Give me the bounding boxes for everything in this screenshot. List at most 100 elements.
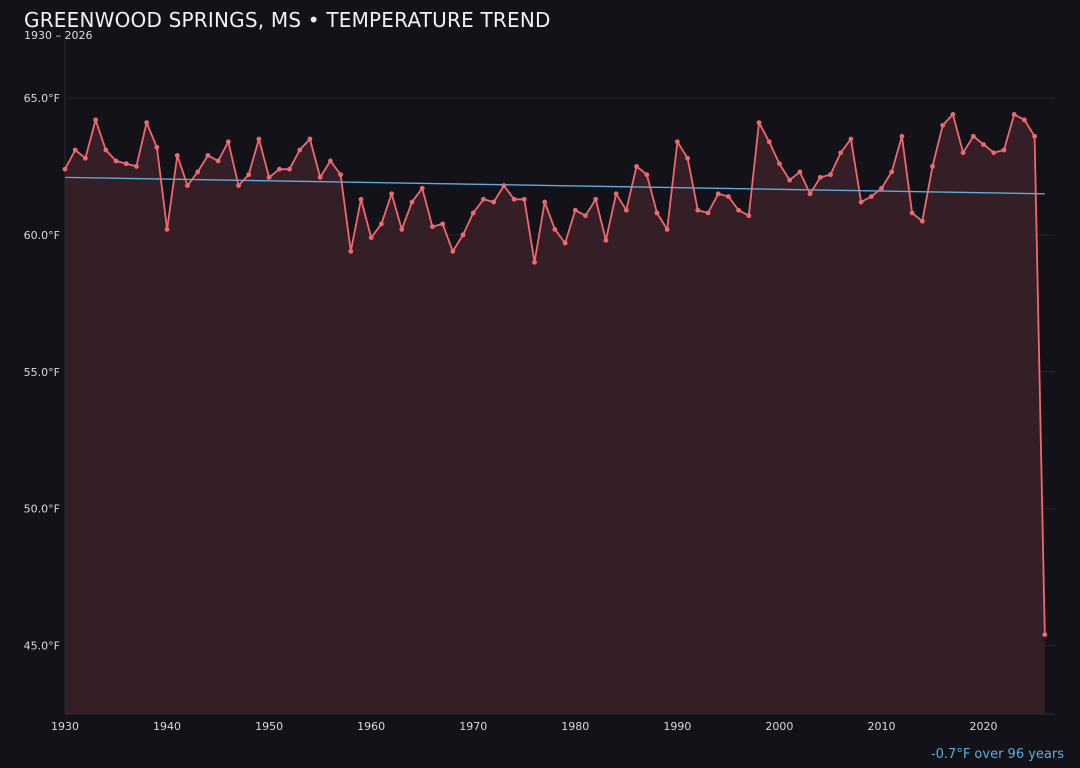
data-point [450, 248, 456, 254]
data-point [583, 213, 588, 219]
y-tick-label: 65.0°F [24, 92, 60, 105]
data-point [930, 164, 935, 169]
data-point [960, 150, 966, 156]
x-tick-label: 1970 [459, 720, 487, 733]
data-point [185, 183, 190, 188]
data-point [338, 172, 343, 178]
data-point [113, 158, 119, 164]
data-point [838, 150, 844, 156]
y-tick-label: 45.0°F [24, 640, 60, 653]
data-point [174, 153, 180, 158]
data-points [62, 111, 1048, 638]
data-point [419, 185, 425, 191]
data-point [317, 174, 323, 180]
data-point [266, 174, 272, 180]
data-point [491, 199, 497, 205]
data-point [603, 237, 609, 243]
data-point [409, 199, 415, 205]
data-point [1032, 133, 1037, 139]
data-point [991, 150, 997, 156]
x-tick-label: 2010 [867, 720, 895, 733]
data-point [685, 155, 690, 161]
data-point [154, 144, 160, 150]
y-axis-ticks: 45.0°F 50.0°F 55.0°F 60.0°F 65.0°F [24, 92, 60, 653]
data-point [970, 133, 976, 139]
data-point [399, 226, 405, 232]
data-point [430, 224, 435, 230]
data-point [246, 172, 252, 178]
data-point [440, 221, 446, 227]
x-tick-label: 2020 [970, 720, 998, 733]
data-point [593, 196, 599, 202]
data-point [481, 196, 486, 202]
data-point [777, 161, 782, 167]
data-point [215, 158, 221, 164]
data-point [521, 196, 527, 202]
x-tick-label: 1990 [663, 720, 691, 733]
data-point [562, 240, 568, 246]
data-point [327, 158, 333, 164]
data-point [552, 226, 558, 232]
data-point [1001, 147, 1007, 153]
data-point [144, 120, 150, 126]
data-point [93, 117, 99, 123]
data-point [72, 147, 78, 153]
data-point [62, 166, 68, 172]
data-point [756, 120, 762, 126]
data-point [858, 199, 864, 205]
temperature-area-fill [65, 114, 1045, 714]
x-tick-label: 2000 [765, 720, 793, 733]
data-point [899, 133, 905, 139]
data-point [1011, 111, 1017, 117]
data-point [532, 259, 537, 265]
data-point [909, 210, 915, 216]
data-point [256, 136, 262, 142]
data-point [981, 142, 986, 147]
data-point [787, 177, 793, 183]
y-tick-label: 55.0°F [24, 366, 60, 379]
y-tick-label: 60.0°F [24, 229, 60, 242]
data-point [1021, 117, 1027, 123]
data-point [807, 191, 813, 197]
data-point [868, 194, 874, 199]
data-point [470, 210, 476, 216]
data-point [225, 139, 231, 145]
data-point [695, 207, 701, 213]
chart-title: GREENWOOD SPRINGS, MS • TEMPERATURE TREN… [24, 8, 551, 32]
x-tick-label: 1960 [357, 720, 385, 733]
data-point [83, 155, 88, 161]
data-point [195, 169, 201, 175]
trend-summary: -0.7°F over 96 years [930, 747, 1064, 762]
data-point [358, 196, 364, 202]
y-tick-label: 50.0°F [24, 503, 60, 516]
data-point [644, 172, 650, 178]
data-point [501, 183, 507, 188]
x-tick-label: 1950 [255, 720, 283, 733]
data-point [828, 172, 833, 178]
data-point [276, 166, 282, 172]
data-point [848, 136, 854, 142]
x-axis-ticks: 1930 1940 1950 1960 1970 1980 1990 2000 2010 2020 [51, 720, 998, 733]
data-point [726, 194, 731, 199]
data-point [542, 199, 548, 205]
data-point [134, 164, 139, 169]
data-point [664, 226, 670, 232]
data-point [736, 207, 742, 213]
data-point [879, 185, 884, 191]
data-point [623, 207, 629, 213]
data-point [817, 174, 823, 180]
data-point [103, 147, 109, 153]
data-point [634, 164, 639, 169]
data-point [511, 196, 517, 202]
x-tick-label: 1940 [153, 720, 181, 733]
data-point [205, 153, 211, 158]
data-point [123, 161, 129, 167]
data-point [613, 191, 619, 197]
data-point [307, 136, 313, 142]
data-point [674, 139, 680, 145]
data-point [348, 248, 354, 254]
data-point [1042, 632, 1048, 638]
data-point [889, 169, 895, 175]
x-tick-label: 1980 [561, 720, 589, 733]
